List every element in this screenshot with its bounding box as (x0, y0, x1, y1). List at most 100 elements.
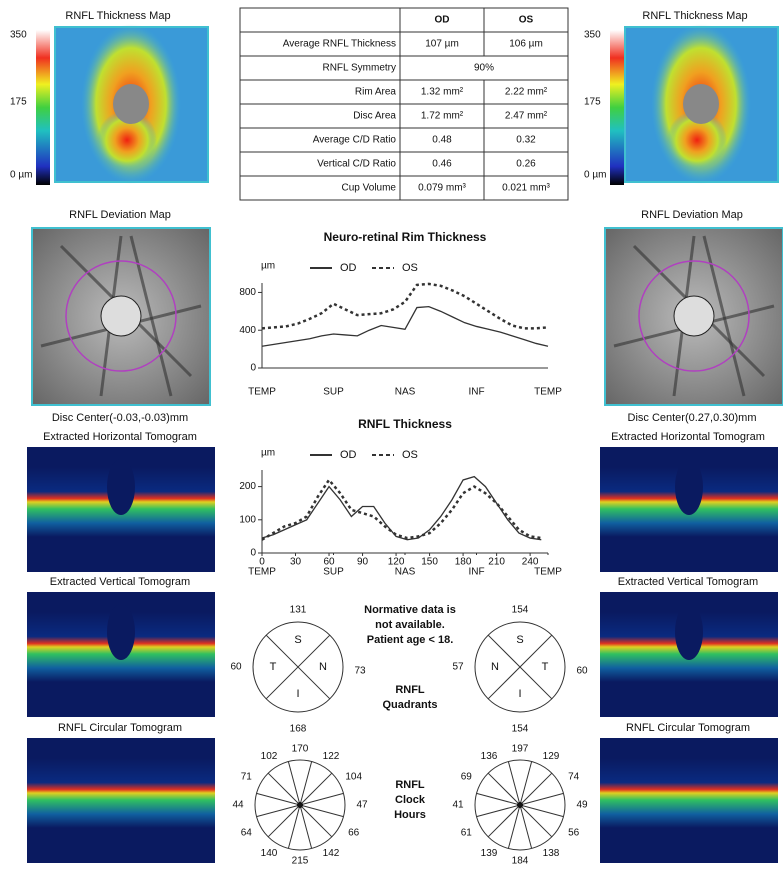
y-tick-label: 400 (239, 325, 256, 336)
disc-center: Disc Center(0.27,0.30)mm (628, 412, 757, 424)
clock-value: 41 (452, 800, 464, 811)
table-header: OS (519, 15, 534, 26)
quadrant-letter: T (542, 661, 549, 673)
quadrant-letter: N (319, 661, 327, 673)
quadrant-value: 168 (290, 724, 307, 735)
note: Normative data is (364, 604, 456, 616)
series-line (262, 307, 548, 347)
x-tick-label: TEMP (534, 387, 562, 398)
retina-layer (600, 758, 778, 828)
clock-value: 104 (345, 772, 362, 783)
quadrant-value: 131 (290, 605, 307, 616)
retina-layer (27, 758, 215, 828)
clock-value: 142 (323, 848, 340, 859)
cell: 1.32 mm² (421, 87, 464, 98)
scale-label: 350 (584, 30, 601, 41)
legend-label: OS (402, 449, 418, 461)
cell: 2.47 mm² (505, 111, 548, 122)
cell: 0.079 mm³ (418, 183, 466, 194)
scale-label: 350 (10, 30, 27, 41)
clock-value: 122 (323, 751, 340, 762)
row-label: Rim Area (355, 87, 397, 98)
cell: 0.021 mm³ (502, 183, 550, 194)
tomogram-title: Extracted Vertical Tomogram (618, 576, 758, 588)
cell: 90% (474, 63, 494, 74)
chart-title: RNFL Thickness (358, 417, 452, 431)
scale-label: 0 µm (584, 170, 606, 181)
quadrant-value: 154 (512, 605, 529, 616)
center-dot (517, 802, 523, 808)
clock-value: 136 (481, 751, 498, 762)
x-tick-label: NAS (395, 387, 416, 398)
tomogram-title: Extracted Vertical Tomogram (50, 576, 190, 588)
tomogram-title: Extracted Horizontal Tomogram (43, 431, 197, 443)
quadrant-letter: T (270, 661, 277, 673)
clock-value: 49 (576, 800, 588, 811)
optic-disc (113, 84, 149, 124)
y-tick-label: 800 (239, 287, 256, 298)
y-tick-label: 100 (239, 514, 256, 525)
scale-label: 175 (584, 97, 601, 108)
map-title: RNFL Deviation Map (69, 209, 171, 221)
x-tick-label: INF (468, 387, 484, 398)
series-line (262, 284, 548, 328)
clock-value: 184 (512, 856, 529, 867)
x-tick-label: 90 (357, 557, 369, 568)
row-label: Average C/D Ratio (313, 135, 397, 146)
quadrant-value: 57 (452, 662, 464, 673)
y-tick-label: 0 (250, 548, 256, 559)
quadrant-letter: I (518, 688, 521, 700)
map-title: RNFL Deviation Map (641, 209, 743, 221)
cell: 0.46 (432, 159, 452, 170)
series-line (262, 480, 541, 540)
row-label: Vertical C/D Ratio (317, 159, 396, 170)
quadrant-value: 154 (512, 724, 529, 735)
quadrant-letter: N (491, 661, 499, 673)
row-label: Average RNFL Thickness (283, 39, 396, 50)
clock-value: 61 (461, 828, 473, 839)
axis-label: µm (261, 261, 275, 272)
x-tick-label: TEMP (534, 567, 562, 578)
axis-label: µm (261, 448, 275, 459)
quadrant-value: 73 (354, 666, 366, 677)
disc-center: Disc Center(-0.03,-0.03)mm (52, 412, 188, 424)
quadrant-letter: I (296, 688, 299, 700)
disc (674, 296, 714, 336)
quadrant-letter: S (516, 634, 523, 646)
clock-value: 44 (232, 800, 244, 811)
row-label: RNFL Symmetry (322, 63, 396, 74)
cup (107, 604, 135, 660)
cell: 2.22 mm² (505, 87, 548, 98)
cell: 0.26 (516, 159, 536, 170)
note: Patient age < 18. (367, 634, 454, 646)
center-dot (297, 802, 303, 808)
clock-value: 66 (348, 828, 360, 839)
clock-value: 47 (356, 800, 368, 811)
optic-disc (683, 84, 719, 124)
clock-value: 138 (543, 848, 560, 859)
quadrant-label: Quadrants (382, 699, 437, 711)
clock-value: 56 (568, 828, 580, 839)
scale-label: 0 µm (10, 170, 32, 181)
clock-value: 64 (241, 828, 253, 839)
tomogram-title: RNFL Circular Tomogram (58, 722, 182, 734)
quadrant-letter: S (294, 634, 301, 646)
x-tick-label: TEMP (248, 567, 276, 578)
cell: 107 µm (425, 39, 459, 50)
cup (675, 604, 703, 660)
series-line (262, 477, 541, 540)
cup (675, 459, 703, 515)
quadrant-value: 60 (230, 662, 242, 673)
x-tick-label: 210 (488, 557, 505, 568)
color-bar (610, 30, 624, 185)
color-bar (36, 30, 50, 185)
cell: 0.48 (432, 135, 452, 146)
note: not available. (375, 619, 445, 631)
legend-label: OD (340, 262, 357, 274)
clock-value: 69 (461, 772, 473, 783)
disc (101, 296, 141, 336)
x-tick-label: INF (468, 567, 484, 578)
oct-report: RNFL Thickness Map3501750 µmRNFL Thickne… (0, 0, 783, 872)
clock-value: 129 (543, 751, 560, 762)
legend-label: OD (340, 449, 357, 461)
